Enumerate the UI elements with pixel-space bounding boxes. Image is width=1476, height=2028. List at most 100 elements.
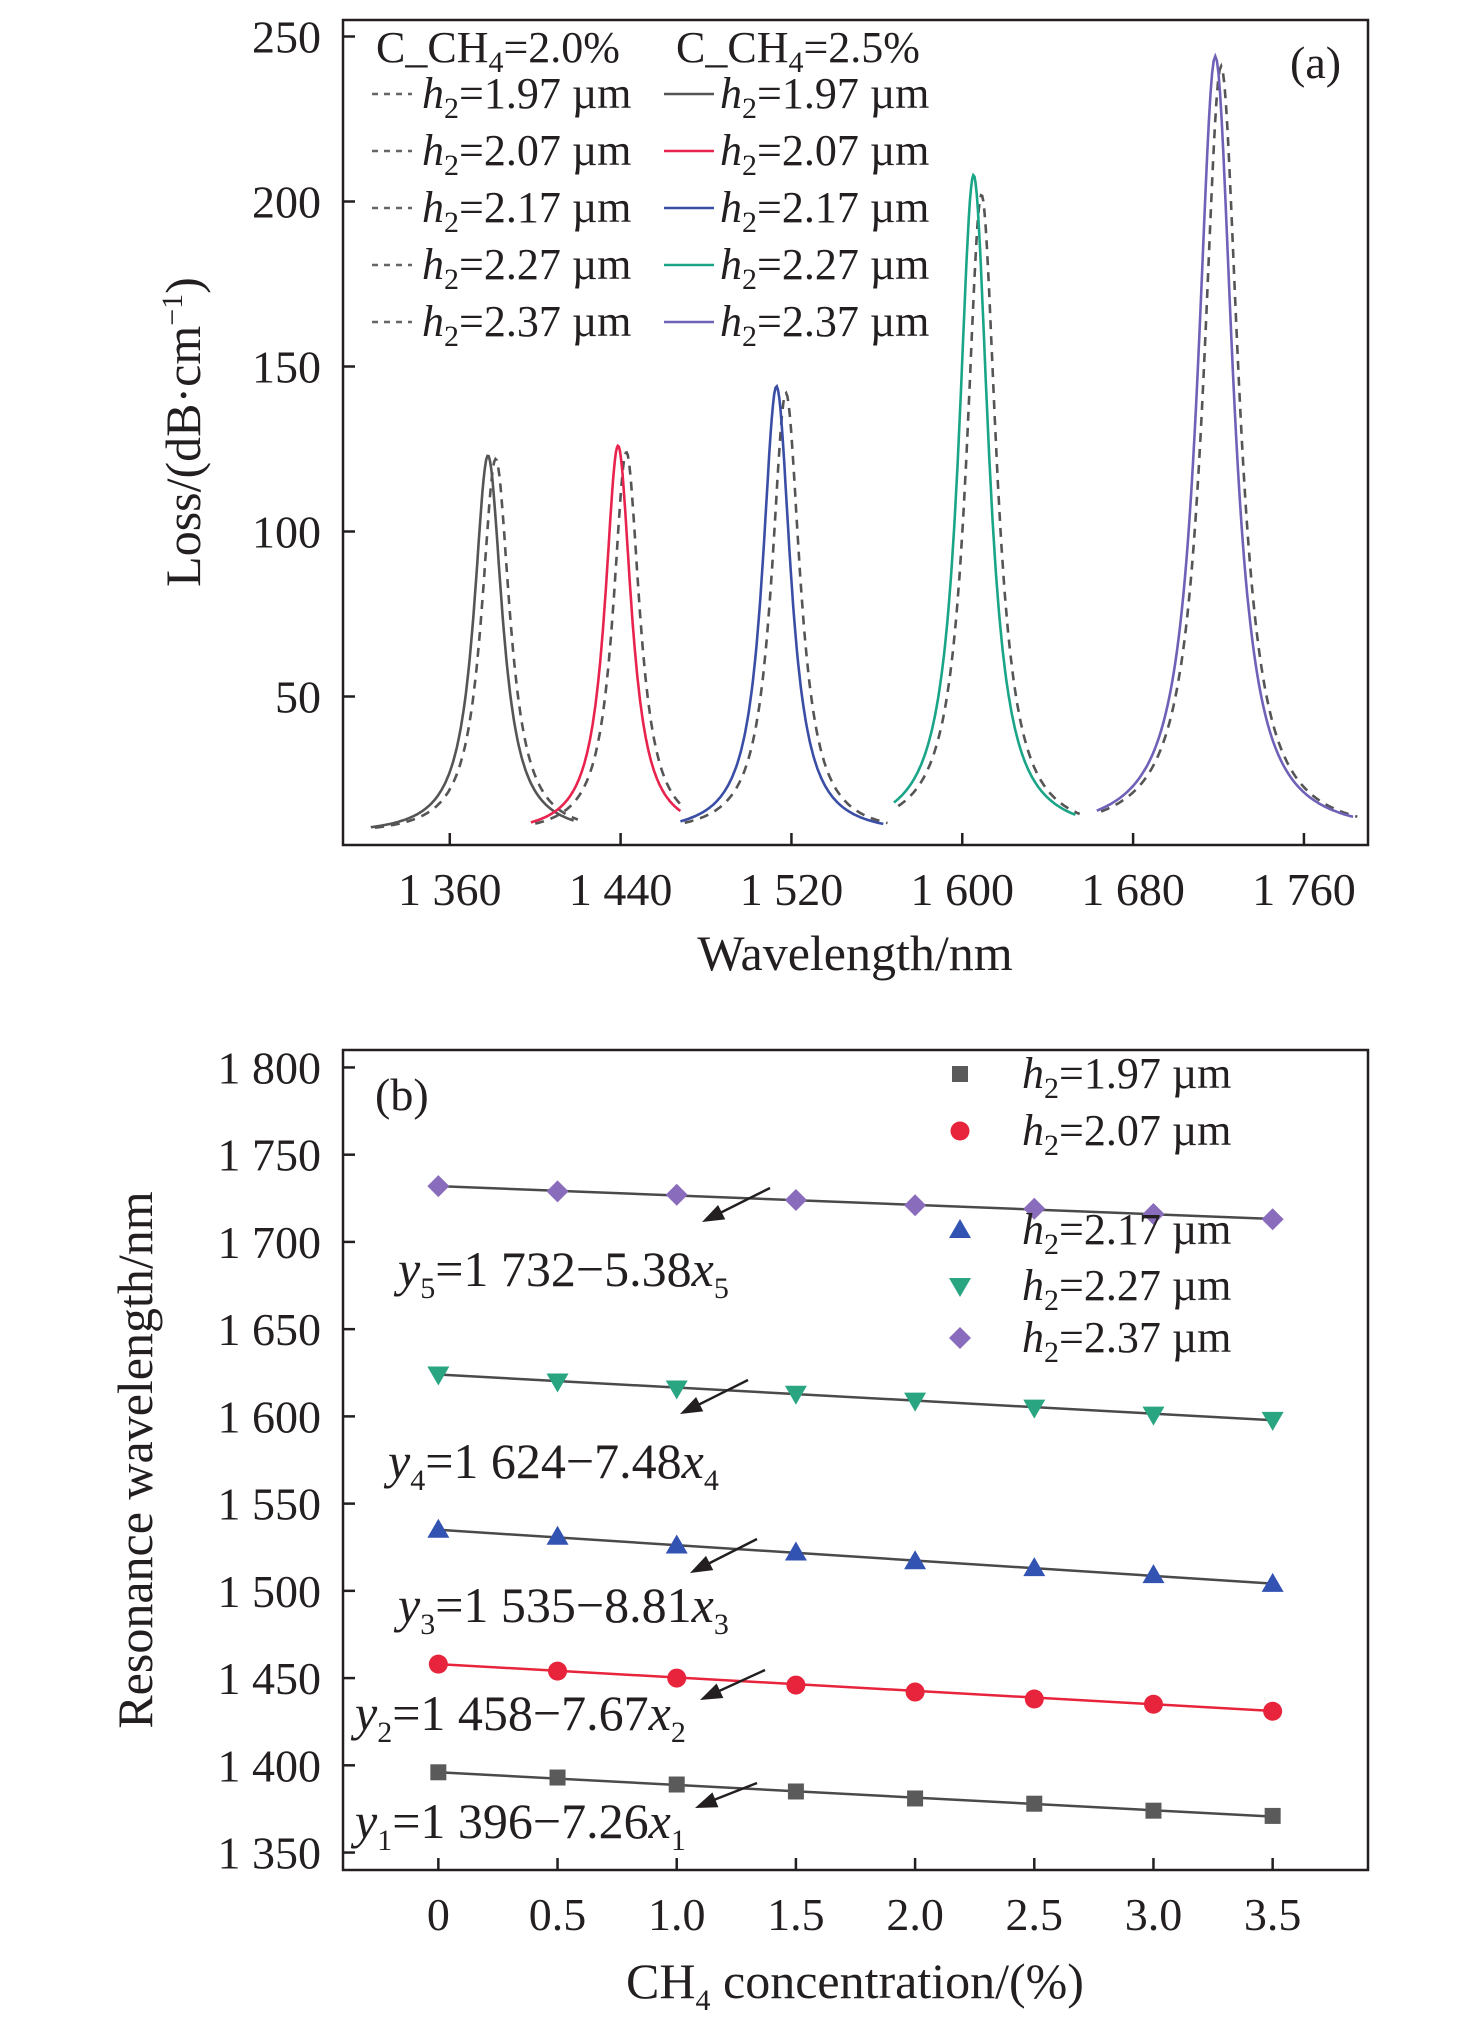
legend-b-marker-3 — [949, 1219, 971, 1238]
data-point-1 — [668, 1776, 685, 1793]
panel-b-y-tick-label: 1 700 — [218, 1217, 322, 1268]
data-point-3 — [546, 1525, 569, 1545]
panel-b-fit-equations: y1=1 396−7.26x1 y2=1 458−7.67x2 y3=1 535−8… — [350, 1186, 771, 1857]
panel-a-x-tick-label: 1 680 — [1081, 864, 1185, 915]
legend-a-entry-c25: h2=1.97 µm — [720, 69, 929, 125]
data-point-4 — [1142, 1406, 1165, 1426]
data-point-2 — [1143, 1694, 1163, 1714]
panel-b-y-tick-label: 1 750 — [218, 1130, 322, 1181]
panel-a-x-axis-label: Wavelength/nm — [697, 925, 1012, 981]
data-point-4 — [1261, 1411, 1284, 1431]
legend-b-entry-4: h2=2.27 µm — [1022, 1261, 1231, 1317]
panel-b-y-tick-label: 1 350 — [218, 1828, 322, 1879]
data-point-1 — [430, 1764, 447, 1781]
panel-a-y-tick-label: 200 — [252, 177, 321, 228]
data-point-5 — [904, 1194, 927, 1217]
fit-line-2 — [438, 1662, 1273, 1713]
data-point-4 — [1023, 1399, 1046, 1419]
panel-b: 0 0.5 1.0 1.5 2.0 2.5 3.0 3.5 1 350 1 400 1 450 1 5… — [107, 1042, 1370, 2017]
legend-a-entry-c25: h2=2.17 µm — [720, 183, 929, 239]
panel-b-x-tick-label: 3.5 — [1244, 1889, 1302, 1940]
data-point-3 — [427, 1518, 450, 1538]
fit-line-3 — [438, 1528, 1273, 1585]
legend-a-entry-c20: h2=2.37 µm — [422, 297, 631, 353]
data-point-5 — [1142, 1203, 1165, 1225]
data-point-2 — [786, 1675, 806, 1695]
legend-a-entry-c20: h2=1.97 µm — [422, 69, 631, 125]
panel-b-points — [427, 1175, 1284, 1824]
legend-b-entry-5: h2=2.37 µm — [1022, 1313, 1231, 1369]
panel-a-y-tick-label: 250 — [252, 12, 321, 63]
data-point-3 — [1023, 1557, 1046, 1577]
data-point-1 — [1264, 1807, 1281, 1824]
panel-b-y-tick-label: 1 400 — [218, 1740, 322, 1791]
panel-a-y-tick-label: 50 — [275, 672, 321, 723]
panel-b-x-tick-label: 3.0 — [1125, 1889, 1183, 1940]
panel-b-y-tick-label: 1 450 — [218, 1653, 322, 1704]
panel-b-x-tick-label: 2.0 — [886, 1889, 944, 1940]
panel-a-curves — [370, 52, 1358, 829]
legend-a-entry-c20: h2=2.27 µm — [422, 240, 631, 296]
fit-arrow-head-3 — [690, 1555, 714, 1573]
panel-b-y-tick-label: 1 800 — [218, 1042, 322, 1093]
curve-c20-dashed-4 — [1100, 62, 1358, 818]
panel-b-y-axis-label: Resonance wavelength/nm — [107, 1191, 163, 1728]
data-point-1 — [1026, 1795, 1043, 1812]
panel-a-ticks — [343, 35, 1306, 845]
legend-a-entry-c25: h2=2.07 µm — [720, 126, 929, 182]
panel-b-x-tick-label: 0.5 — [529, 1889, 587, 1940]
data-point-2 — [905, 1682, 925, 1702]
data-point-1 — [907, 1790, 924, 1807]
legend-b-marker-2 — [950, 1121, 970, 1141]
panel-b-ticks — [343, 1066, 1274, 1870]
data-point-1 — [1145, 1802, 1162, 1819]
data-point-5 — [546, 1180, 569, 1203]
data-point-3 — [904, 1550, 927, 1570]
panel-b-x-tick-label: 0 — [427, 1889, 450, 1940]
panel-b-x-tick-label: 1.5 — [767, 1889, 825, 1940]
fit-arrow-head-2 — [700, 1683, 724, 1700]
fit-line-5 — [438, 1184, 1273, 1221]
data-point-2 — [1263, 1701, 1283, 1721]
panel-b-frame — [341, 1048, 1370, 1872]
legend-b-marker-1 — [952, 1066, 968, 1082]
panel-a-y-axis-label-close: ) — [155, 277, 211, 294]
curve-c20-dashed-3 — [897, 193, 1081, 816]
panel-b-x-tick-label: 2.5 — [1006, 1889, 1064, 1940]
fit-arrow-head-4 — [680, 1397, 704, 1414]
curve-c25-solid-2 — [680, 383, 884, 826]
curve-c25-solid-0 — [370, 454, 575, 829]
panel-b-y-tick-label: 1 600 — [218, 1391, 322, 1442]
data-point-3 — [784, 1541, 807, 1561]
fit-equation-1: y1=1 396−7.26x1 — [350, 1793, 686, 1857]
legend-a-header-c25: C_CH4=2.5% — [676, 23, 920, 79]
curve-c25-solid-1 — [530, 443, 682, 824]
panel-a-y-axis-label-main: Loss/(dB·cm — [155, 326, 211, 587]
panel-a-y-axis-label-sup: −1 — [156, 294, 189, 326]
data-point-5 — [427, 1175, 450, 1198]
legend-a-header-c20: C_CH4=2.0% — [376, 23, 620, 79]
fit-equation-5: y5=1 732−5.38x5 — [393, 1241, 729, 1305]
fit-equation-2: y2=1 458−7.67x2 — [350, 1685, 686, 1749]
fit-line-1 — [438, 1771, 1273, 1818]
panel-a-x-tick-label: 1 600 — [911, 864, 1015, 915]
legend-b-marker-4 — [949, 1278, 971, 1297]
data-point-3 — [1142, 1564, 1165, 1584]
panel-a-y-axis-label: Loss/(dB·cm−1) — [155, 277, 211, 587]
panel-b-x-axis-label: CH4 concentration/(%) — [626, 1953, 1084, 2017]
legend-a-entry-c25: h2=2.37 µm — [720, 297, 929, 353]
legend-b-marker-5 — [949, 1327, 971, 1349]
curve-c20-dashed-2 — [684, 390, 888, 825]
panel-b-y-tick-label: 1 550 — [218, 1479, 322, 1530]
data-point-4 — [546, 1373, 569, 1393]
data-point-5 — [784, 1189, 807, 1212]
data-point-2 — [1024, 1689, 1044, 1709]
data-point-2 — [667, 1668, 687, 1688]
curve-c25-solid-3 — [893, 172, 1076, 816]
panel-b-label: (b) — [375, 1069, 429, 1120]
legend-a-entry-c20: h2=2.17 µm — [422, 183, 631, 239]
legend-b-entry-3: h2=2.17 µm — [1022, 1205, 1231, 1261]
data-point-3 — [665, 1534, 688, 1554]
